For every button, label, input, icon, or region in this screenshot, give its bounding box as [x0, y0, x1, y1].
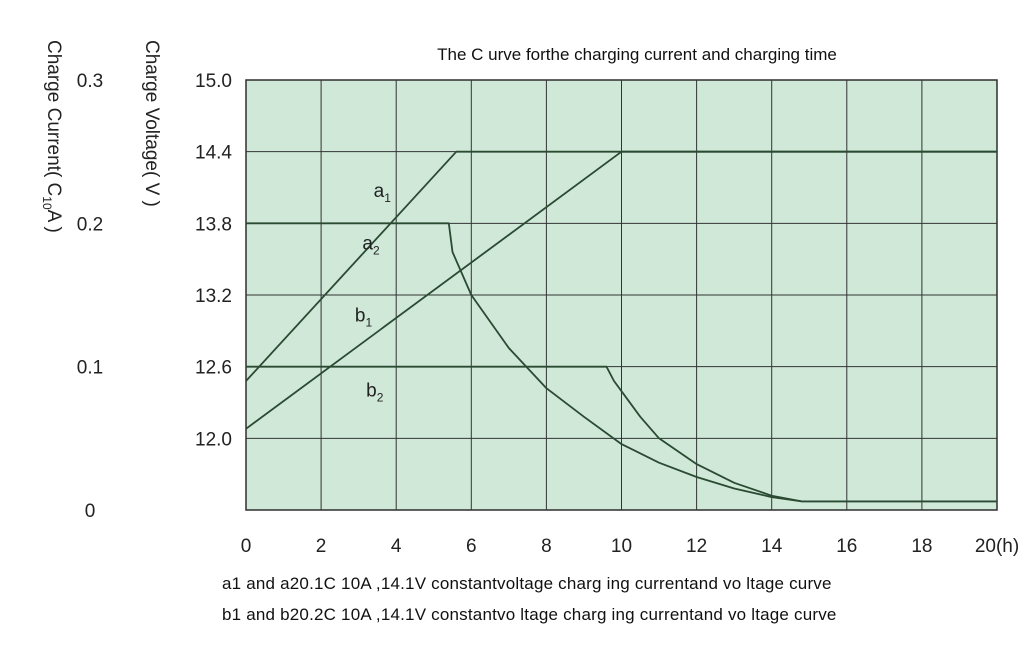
current-tick-label: 0.3	[77, 71, 103, 92]
series-line-a2	[246, 222, 997, 503]
curve-label-a2: a2	[362, 234, 380, 258]
current-tick-label: 0	[85, 501, 96, 522]
chart-title: The C urve forthe charging current and c…	[437, 45, 837, 64]
voltage-tick-label: 13.8	[195, 214, 232, 235]
x-tick-label: 10	[611, 536, 632, 557]
current-label-suffix: A )	[43, 210, 64, 233]
curve-label-b1: b1	[355, 305, 373, 329]
curve-label-b2: b2	[366, 381, 384, 405]
caption-line-2: b1 and b20.2C 10A ,14.1V constantvo ltag…	[222, 605, 837, 624]
x-tick-label: 20(h)	[975, 536, 1019, 557]
current-label-prefix: Charge Current( C	[43, 40, 64, 196]
current-tick-label: 0.2	[77, 214, 103, 235]
ticks-group: 0 2 4 6 8 10 12 14 16 18 20(h) 15.0 14.4 13.8 13.2 12.6…	[77, 71, 1019, 557]
x-tick-label: 14	[761, 536, 783, 557]
voltage-tick-label: 15.0	[195, 71, 232, 92]
voltage-tick-label: 12.6	[195, 358, 232, 379]
series-line-b2	[246, 365, 997, 503]
y-axis-label-voltage: Charge Voltage( V )	[141, 40, 162, 207]
x-tick-label: 6	[466, 536, 477, 557]
current-label-sub: 10	[40, 196, 54, 210]
x-tick-label: 2	[316, 536, 327, 557]
curve-labels: a1 a2 b1 b2	[355, 181, 391, 404]
current-tick-label: 0.1	[77, 358, 103, 379]
x-tick-label: 0	[241, 536, 252, 557]
voltage-tick-label: 13.2	[195, 286, 232, 307]
x-tick-label: 16	[836, 536, 857, 557]
series-line-b1	[245, 150, 997, 430]
series-group	[245, 150, 997, 503]
x-tick-label: 18	[911, 536, 932, 557]
curve-label-a1: a1	[374, 181, 392, 205]
chart: The C urve forthe charging current and c…	[40, 40, 1019, 557]
x-tick-label: 8	[541, 536, 552, 557]
caption-line-1: a1 and a20.1C 10A ,14.1V constantvoltage…	[222, 574, 832, 593]
y-axis-label-current: Charge Current( C10A )	[40, 40, 64, 233]
voltage-tick-label: 12.0	[195, 429, 232, 450]
voltage-tick-label: 14.4	[195, 143, 232, 164]
x-tick-label: 4	[391, 536, 402, 557]
x-tick-label: 12	[686, 536, 707, 557]
